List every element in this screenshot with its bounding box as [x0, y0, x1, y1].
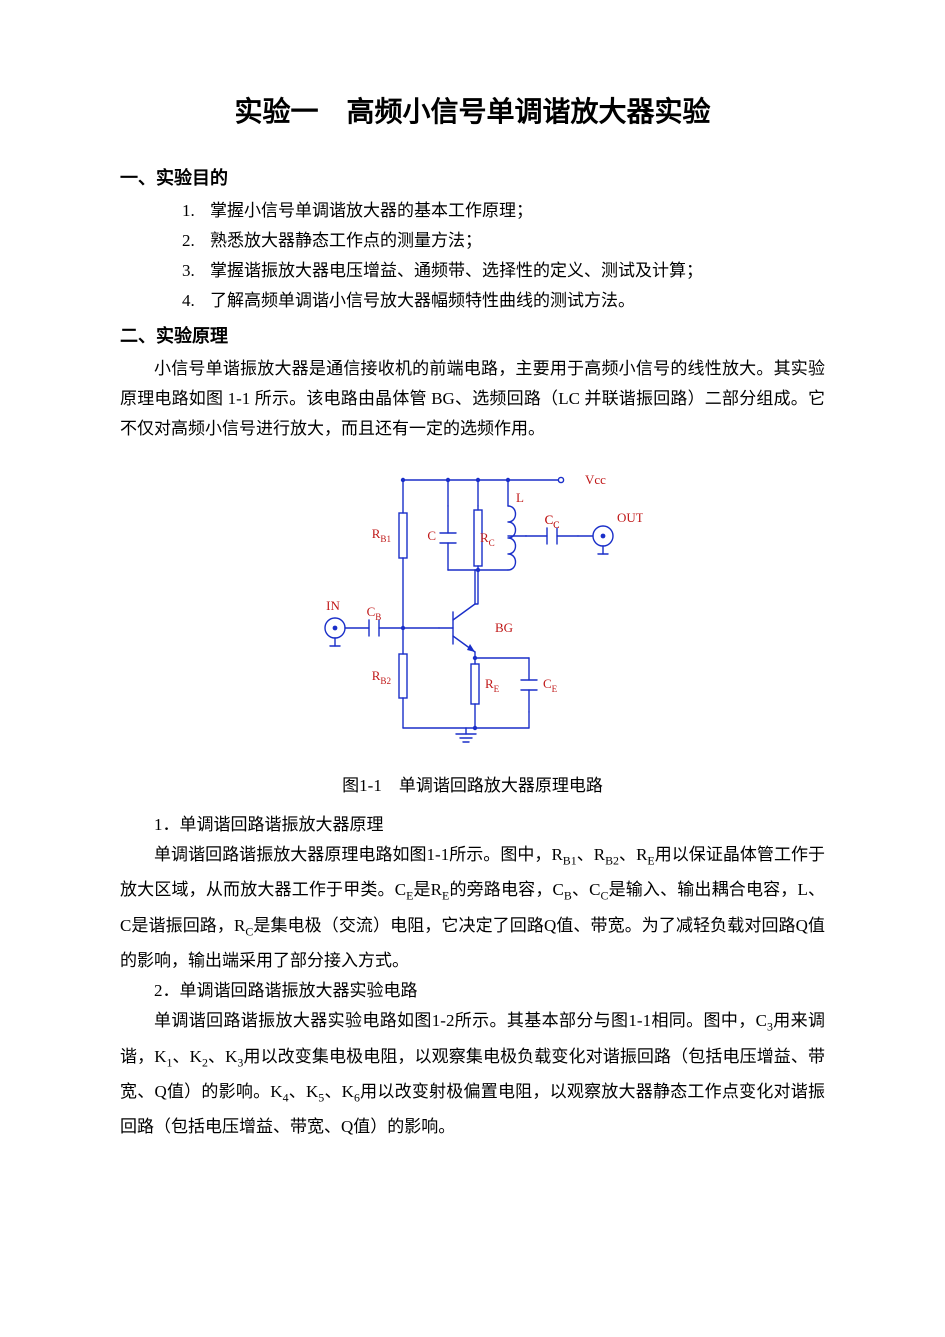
- subsection-1-heading: 1．单调谐回路谐振放大器原理: [120, 810, 825, 840]
- subsection-2-heading: 2．单调谐回路谐振放大器实验电路: [120, 976, 825, 1006]
- svg-text:CC: CC: [544, 512, 559, 530]
- svg-text:BG: BG: [495, 620, 513, 635]
- objective-item: 1.掌握小信号单调谐放大器的基本工作原理；: [182, 196, 825, 226]
- objective-text: 了解高频单调谐小信号放大器幅频特性曲线的测试方法。: [210, 291, 635, 310]
- section-2-heading: 二、实验原理: [120, 322, 825, 348]
- objective-text: 掌握谐振放大器电压增益、通频带、选择性的定义、测试及计算；: [210, 261, 703, 280]
- svg-text:C: C: [427, 528, 436, 543]
- objective-item: 2.熟悉放大器静态工作点的测量方法；: [182, 226, 825, 256]
- list-number: 2.: [182, 226, 210, 256]
- circuit-diagram-svg: VccRB1CRCLCCCCOUTBGINCBRB2RECE: [303, 458, 643, 758]
- svg-text:RE: RE: [485, 676, 500, 694]
- objectives-list: 1.掌握小信号单调谐放大器的基本工作原理； 2.熟悉放大器静态工作点的测量方法；…: [120, 196, 825, 316]
- page-root: 实验一 高频小信号单调谐放大器实验 一、实验目的 1.掌握小信号单调谐放大器的基…: [0, 0, 945, 1337]
- list-number: 4.: [182, 286, 210, 316]
- subsection-1-body: 单调谐回路谐振放大器原理电路如图1-1所示。图中，RB1、RB2、RE用以保证晶…: [120, 840, 825, 976]
- svg-text:RB1: RB1: [371, 526, 390, 544]
- objective-text: 熟悉放大器静态工作点的测量方法；: [210, 231, 482, 250]
- objective-item: 3.掌握谐振放大器电压增益、通频带、选择性的定义、测试及计算；: [182, 256, 825, 286]
- list-number: 3.: [182, 256, 210, 286]
- svg-text:Vcc: Vcc: [585, 472, 606, 487]
- document-title: 实验一 高频小信号单调谐放大器实验: [120, 90, 825, 130]
- svg-text:CB: CB: [366, 604, 381, 622]
- section-1-heading: 一、实验目的: [120, 164, 825, 190]
- figure-1-1-caption: 图1-1 单调谐回路放大器原理电路: [120, 771, 825, 796]
- section-2-intro: 小信号单谐振放大器是通信接收机的前端电路，主要用于高频小信号的线性放大。其实验原…: [120, 354, 825, 444]
- svg-text:RB2: RB2: [371, 668, 391, 686]
- objective-item: 4.了解高频单调谐小信号放大器幅频特性曲线的测试方法。: [182, 286, 825, 316]
- svg-text:L: L: [516, 490, 524, 505]
- figure-1-1: VccRB1CRCLCCCCOUTBGINCBRB2RECE: [120, 458, 825, 763]
- subsection-2-body: 单调谐回路谐振放大器实验电路如图1-2所示。其基本部分与图1-1相同。图中，C3…: [120, 1006, 825, 1142]
- objective-text: 掌握小信号单调谐放大器的基本工作原理；: [210, 201, 533, 220]
- svg-text:CE: CE: [543, 676, 558, 694]
- list-number: 1.: [182, 196, 210, 226]
- svg-text:OUT: OUT: [617, 510, 643, 525]
- svg-text:IN: IN: [326, 598, 340, 613]
